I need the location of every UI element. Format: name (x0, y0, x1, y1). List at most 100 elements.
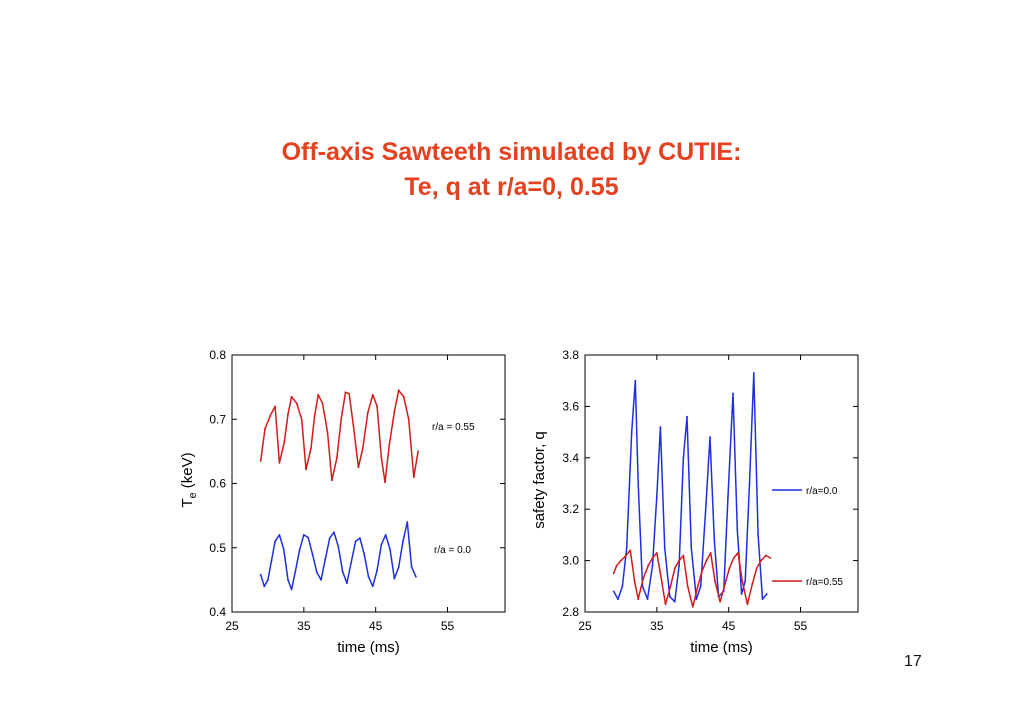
chart2-series-a-point (740, 593, 743, 595)
chart1-series-a-point (407, 418, 410, 421)
chart1-series-a-point (380, 456, 383, 459)
chart1-series-a-point (371, 393, 374, 396)
chart2-legend-label: r/a=0.55 (806, 577, 843, 588)
chart1-y-axis-label: Te (keV) (179, 452, 199, 507)
chart1-series-b-point (320, 579, 322, 581)
chart1-series-b-point (415, 575, 417, 578)
chart2-legend-label: r/a=0.0 (806, 486, 838, 497)
chart1-series-b-point (350, 561, 353, 563)
chart2-series-b-point (741, 580, 744, 583)
chart1-series-a-point (361, 447, 364, 450)
chart2-series-a-point (695, 598, 698, 600)
chart1-y-axis-label-subscript: e (187, 492, 199, 498)
chart1-series-a-point (397, 389, 400, 392)
chart2-x-tick-label: 45 (722, 619, 736, 633)
chart2-series-b-point (696, 585, 699, 588)
chart2-series-a-line (613, 372, 768, 603)
chart1-series-b-point (346, 582, 348, 584)
chart2-series-b-point (760, 559, 762, 562)
chart2-series-b-line (612, 549, 771, 608)
chart2-series-b-point (664, 603, 667, 606)
chart1-series-a-point (366, 411, 369, 414)
chart1-series-a-point (269, 415, 271, 417)
chart2-series-a-point (709, 436, 711, 439)
chart2-series-b-point (637, 598, 640, 600)
chart1-series-b-point (384, 534, 387, 536)
chart2-series-b-point (629, 549, 632, 552)
chart2-x-tick-label: 35 (650, 619, 664, 633)
chart1-series-a-point (287, 413, 289, 415)
chart2-series-a-point (621, 585, 624, 588)
chart2-x-axis-label: time (ms) (690, 639, 753, 656)
chart1-series-b-point (354, 540, 357, 543)
chart1-x-tick-label: 45 (369, 619, 383, 633)
chart2-series-b-point (642, 577, 645, 580)
chart2-series-a-point (659, 426, 662, 428)
chart2-series-a-point (617, 598, 619, 600)
chart1-x-axis-label: time (ms) (337, 639, 400, 656)
chart2-series-b-point (686, 585, 689, 588)
chart1-series-b-point (274, 540, 276, 543)
chart1-series-a-point (393, 410, 396, 413)
chart2-series-a-point (744, 580, 747, 583)
chart1-series-b-point (259, 573, 262, 576)
chart1-y-axis-label-main: T (179, 498, 196, 507)
chart1-series-a-point (331, 479, 333, 482)
chart1-series-a-point (290, 395, 293, 398)
chart2-series-b-point (705, 559, 708, 562)
chart1-series-b-point (324, 557, 327, 560)
chart2-series-a-point (655, 495, 658, 498)
chart1-series-a-line (259, 389, 419, 483)
chart1-series-b-point (298, 549, 301, 552)
chart1-series-b-point (393, 577, 396, 580)
chart2-series-a-point (765, 593, 768, 595)
chart1-series-b-point (290, 588, 293, 591)
chart1-series-b-point (282, 548, 285, 550)
chart2-series-b-point (620, 559, 622, 562)
chart2-series-b-point (714, 580, 716, 583)
chart2-series-b-point (651, 557, 654, 559)
chart1-series-a-point (336, 456, 338, 459)
chart1-series-a-point (300, 418, 303, 421)
chart2-series-a-point (673, 600, 676, 603)
chart1-series-a-point (357, 466, 360, 469)
chart1-series-a-point (274, 405, 276, 408)
chart1-series-b-point (267, 579, 269, 581)
chart1-y-tick-label: 0.8 (209, 348, 226, 362)
chart1-series-a-point (278, 462, 281, 464)
chart2-series-b-point (719, 600, 721, 603)
chart2-series-a-point (727, 495, 729, 498)
chart1-series-a-point (340, 418, 343, 421)
chart2-series-b-point (669, 585, 672, 588)
chart1-series-b-point (389, 548, 391, 551)
chart1-series-b-point (333, 531, 335, 534)
chart1-series-b-point (410, 566, 413, 568)
chart1-series-a-point (295, 402, 298, 405)
chart2-series-b-point (724, 582, 726, 585)
chart1-series-b-point (328, 537, 331, 539)
chart2-series-a-point (651, 564, 654, 567)
chart2-series-b-point (765, 554, 767, 557)
chart1-series-a-point (283, 440, 286, 443)
chart2-series-a-point (752, 372, 755, 374)
chart1-x-tick-label: 35 (297, 619, 311, 633)
chart1-series-b-point (278, 534, 281, 536)
chart1-series-b-point (397, 566, 400, 568)
chart2-series-b-point (615, 564, 618, 567)
slide-title-line-2: Te, q at r/a=0, 0.55 (404, 173, 619, 201)
chart2-y-tick-label: 3.6 (562, 399, 579, 413)
chart2-y-tick-label: 3.8 (562, 348, 579, 362)
chart1-series-b-point (406, 521, 409, 523)
chart2-x-tick-label: 55 (794, 619, 808, 633)
chart2-plot-frame (584, 354, 859, 613)
chart2-series-b-point (751, 582, 754, 585)
chart2-series-b-point (655, 552, 658, 554)
chart2-x-tick-label: 25 (578, 619, 592, 633)
chart1-y-tick-label: 0.5 (209, 541, 226, 555)
chart1-series-b-point (367, 575, 370, 578)
chart2-series-b-point (755, 567, 758, 570)
slide-title-line-1: Off-axis Sawteeth simulated by CUTIE: (281, 138, 742, 166)
chart2-series-a-point (634, 379, 637, 382)
chart2-series-a-point (748, 482, 751, 485)
chart1-series-a-point (326, 431, 329, 433)
